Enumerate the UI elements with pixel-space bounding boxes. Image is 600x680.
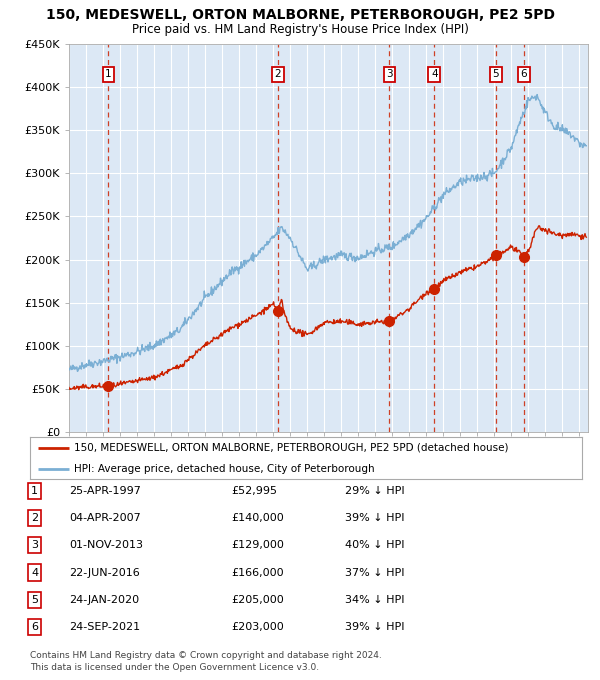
Text: 25-APR-1997: 25-APR-1997 — [69, 486, 141, 496]
Text: £203,000: £203,000 — [231, 622, 284, 632]
Text: 40% ↓ HPI: 40% ↓ HPI — [345, 541, 404, 550]
Text: £52,995: £52,995 — [231, 486, 277, 496]
Text: Contains HM Land Registry data © Crown copyright and database right 2024.: Contains HM Land Registry data © Crown c… — [30, 651, 382, 660]
Text: £166,000: £166,000 — [231, 568, 284, 577]
Text: 5: 5 — [31, 595, 38, 605]
Text: £129,000: £129,000 — [231, 541, 284, 550]
Text: 1: 1 — [105, 69, 112, 80]
Text: 2: 2 — [274, 69, 281, 80]
Text: This data is licensed under the Open Government Licence v3.0.: This data is licensed under the Open Gov… — [30, 663, 319, 672]
Text: 37% ↓ HPI: 37% ↓ HPI — [345, 568, 404, 577]
Text: 29% ↓ HPI: 29% ↓ HPI — [345, 486, 404, 496]
Text: 6: 6 — [521, 69, 527, 80]
Text: 24-JAN-2020: 24-JAN-2020 — [69, 595, 139, 605]
Text: HPI: Average price, detached house, City of Peterborough: HPI: Average price, detached house, City… — [74, 464, 375, 474]
Text: 5: 5 — [492, 69, 499, 80]
Text: 3: 3 — [31, 541, 38, 550]
Text: 1: 1 — [31, 486, 38, 496]
Text: 24-SEP-2021: 24-SEP-2021 — [69, 622, 140, 632]
Text: 34% ↓ HPI: 34% ↓ HPI — [345, 595, 404, 605]
Text: £205,000: £205,000 — [231, 595, 284, 605]
Text: £140,000: £140,000 — [231, 513, 284, 523]
Text: 150, MEDESWELL, ORTON MALBORNE, PETERBOROUGH, PE2 5PD (detached house): 150, MEDESWELL, ORTON MALBORNE, PETERBOR… — [74, 443, 509, 453]
Text: 4: 4 — [31, 568, 38, 577]
Text: 150, MEDESWELL, ORTON MALBORNE, PETERBOROUGH, PE2 5PD: 150, MEDESWELL, ORTON MALBORNE, PETERBOR… — [46, 8, 554, 22]
Text: 22-JUN-2016: 22-JUN-2016 — [69, 568, 140, 577]
Text: 2: 2 — [31, 513, 38, 523]
Text: 39% ↓ HPI: 39% ↓ HPI — [345, 513, 404, 523]
Text: 04-APR-2007: 04-APR-2007 — [69, 513, 141, 523]
Text: 4: 4 — [431, 69, 437, 80]
Text: 01-NOV-2013: 01-NOV-2013 — [69, 541, 143, 550]
Text: 6: 6 — [31, 622, 38, 632]
Text: Price paid vs. HM Land Registry's House Price Index (HPI): Price paid vs. HM Land Registry's House … — [131, 23, 469, 36]
Text: 3: 3 — [386, 69, 393, 80]
Text: 39% ↓ HPI: 39% ↓ HPI — [345, 622, 404, 632]
